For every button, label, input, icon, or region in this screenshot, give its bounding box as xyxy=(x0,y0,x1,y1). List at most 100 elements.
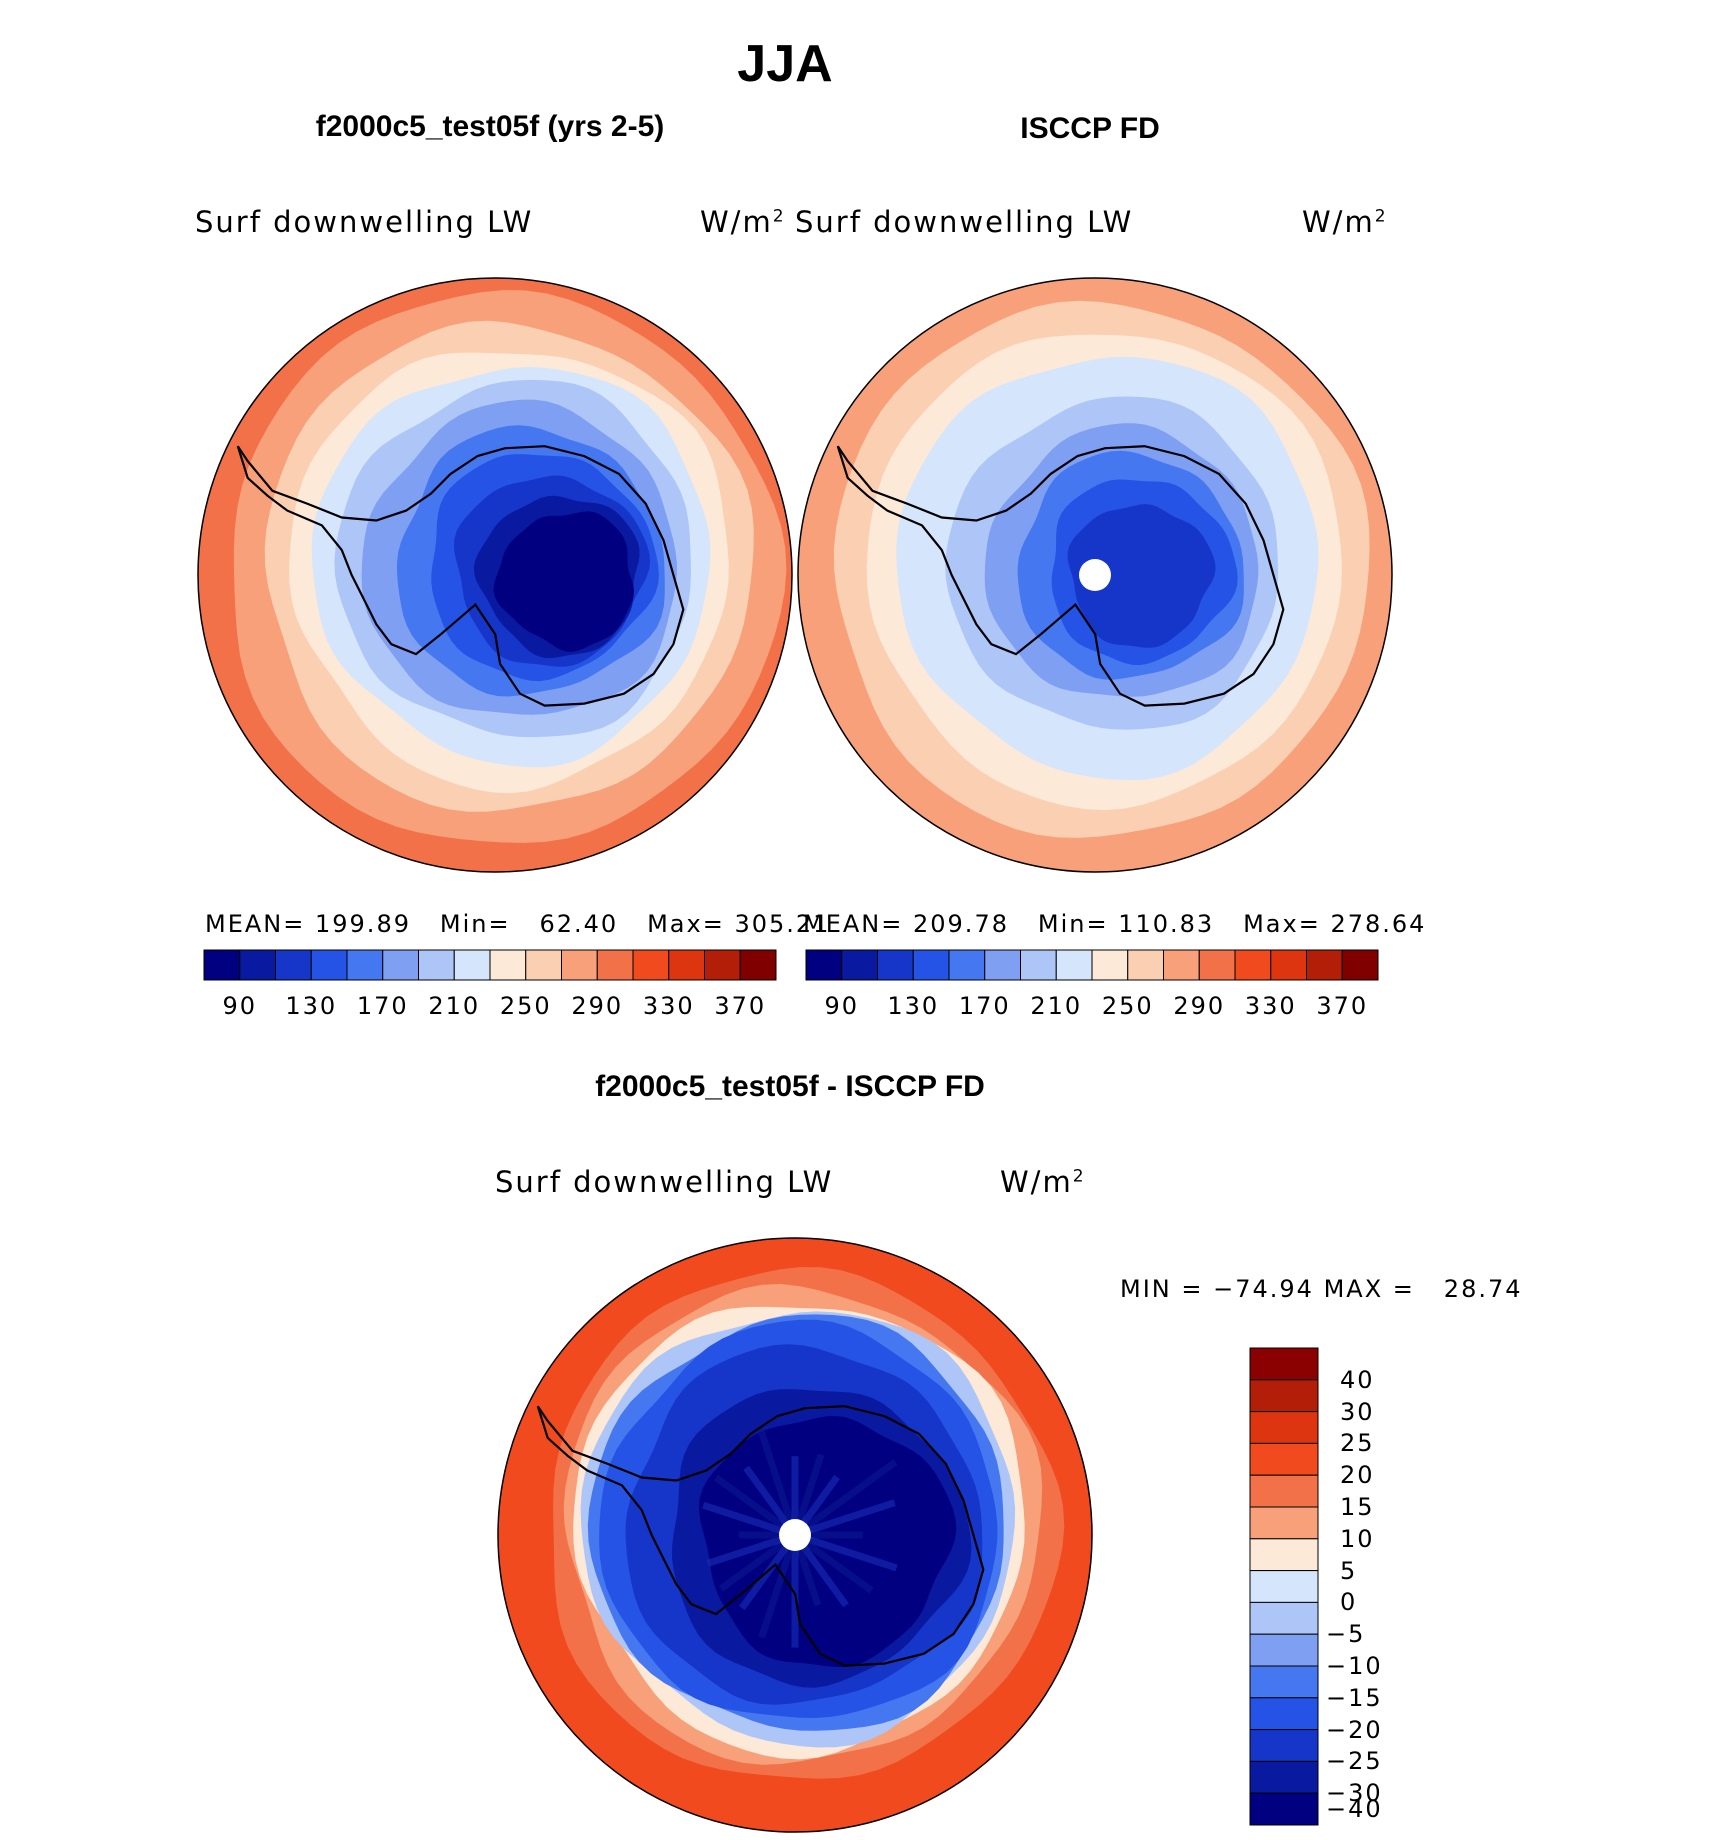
colorbar-tick-label: −10 xyxy=(1326,1652,1383,1680)
colorbar-tick-label: 90 xyxy=(222,992,258,1020)
colorbar-swatch xyxy=(1249,1697,1319,1731)
obs-mean-value: 209.78 xyxy=(913,910,1009,938)
colorbar-swatch xyxy=(1249,1729,1319,1762)
colorbar-swatch xyxy=(1249,1665,1319,1699)
contour-streak xyxy=(793,1499,896,1539)
colorbar-swatch xyxy=(948,949,986,981)
colorbar-swatch xyxy=(841,949,878,981)
colorbar-swatch xyxy=(668,949,705,981)
panel-obs-variable: Surf downwelling LW xyxy=(795,205,1134,239)
coastline xyxy=(536,1405,985,1667)
panel-obs-subtitle: ISCCP FD xyxy=(1020,112,1160,145)
colorbar-tick-label: 330 xyxy=(1244,992,1297,1020)
colorbar-swatch xyxy=(739,949,777,981)
colorbar-tick-label: 170 xyxy=(958,992,1011,1020)
colorbar-tick-label: 130 xyxy=(887,992,940,1020)
colorbar-tick-label: 370 xyxy=(1316,992,1369,1020)
colorbar-swatch xyxy=(561,949,598,981)
colorbar-swatch xyxy=(1198,949,1236,981)
panel-obs-stats: MEAN= 209.78 Min= 110.83 Max= 278.64 xyxy=(803,910,1427,938)
colorbar-tick-label: 250 xyxy=(1101,992,1154,1020)
map-model-fill xyxy=(198,278,792,872)
colorbar-swatch xyxy=(203,949,241,981)
contour-streak xyxy=(756,1425,799,1537)
map-diff-border xyxy=(497,1237,1093,1833)
model-min-value: 62.40 xyxy=(539,910,619,938)
model-max-value: 305.21 xyxy=(734,910,831,938)
contour-streak xyxy=(713,1474,798,1538)
contour-band xyxy=(493,511,634,652)
colorbar-tick-label: 290 xyxy=(571,992,624,1020)
colorbar-swatch xyxy=(1249,1633,1319,1667)
colorbar-swatch xyxy=(984,949,1021,981)
colorbar-swatch xyxy=(453,949,491,981)
colorbar-tick-label: −20 xyxy=(1326,1715,1383,1744)
panel-model-variable: Surf downwelling LW xyxy=(195,205,534,239)
coastline xyxy=(836,445,1285,707)
colorbar-tick-label: 130 xyxy=(285,992,338,1020)
colorbar-swatch xyxy=(346,949,384,981)
diff-min-value: −74.94 xyxy=(1213,1275,1314,1303)
contour-streak xyxy=(792,1459,898,1538)
colorbar-swatch xyxy=(1249,1570,1319,1603)
colorbar-swatch xyxy=(489,949,527,981)
colorbar-swatch xyxy=(1020,949,1057,981)
colorbar-swatch xyxy=(1091,949,1129,981)
colorbar-swatch xyxy=(1249,1474,1319,1508)
main-title: JJA xyxy=(737,35,833,93)
colorbar-model xyxy=(203,949,777,981)
obs-max-value: 278.64 xyxy=(1330,910,1427,938)
colorbar-swatch xyxy=(1249,1601,1319,1635)
colorbar-swatch xyxy=(310,949,348,981)
colorbar-tick-label: 90 xyxy=(824,992,860,1020)
model-mean-value: 199.89 xyxy=(315,910,411,938)
colorbar-diff xyxy=(1249,1347,1319,1826)
panel-diff-subtitle: f2000c5_test05f - ISCCP FD xyxy=(595,1070,985,1103)
panel-diff-stats: MIN = −74.94 MAX = 28.74 xyxy=(1120,1275,1523,1303)
colorbar-swatch xyxy=(1306,949,1343,981)
colorbar-swatch xyxy=(1249,1442,1319,1476)
panel-diff-units: W/m2 xyxy=(1000,1165,1086,1199)
map-diff-fill xyxy=(498,1238,1092,1832)
colorbar-swatch xyxy=(1249,1411,1319,1444)
colorbar-swatch xyxy=(1249,1538,1319,1572)
coastline xyxy=(236,445,685,707)
obs-min-value: 110.83 xyxy=(1118,910,1215,938)
missing-data-pole xyxy=(1079,559,1111,591)
map-obs xyxy=(797,277,1393,873)
colorbar-tick-label: 250 xyxy=(499,992,552,1020)
colorbar-tick-label: 370 xyxy=(714,992,767,1020)
colorbar-swatch xyxy=(525,949,562,981)
colorbar-swatch xyxy=(1249,1760,1319,1794)
colorbar-swatch xyxy=(1249,1379,1319,1413)
colorbar-tick-label: 10 xyxy=(1340,1524,1375,1553)
colorbar-tick-label: 15 xyxy=(1340,1493,1375,1521)
map-model xyxy=(197,277,793,873)
contour-band xyxy=(1067,504,1216,648)
colorbar-tick-label: 5 xyxy=(1340,1556,1358,1585)
colorbar-tick-label: −30 xyxy=(1326,1779,1383,1808)
panel-diff-variable: Surf downwelling LW xyxy=(495,1165,834,1199)
colorbar-swatch xyxy=(1163,949,1200,981)
colorbar-swatch xyxy=(382,949,419,981)
panel-obs-units: W/m2 xyxy=(1302,205,1388,239)
colorbar-swatch xyxy=(1055,949,1093,981)
map-obs-border xyxy=(797,277,1393,873)
contour-band xyxy=(698,1415,957,1667)
colorbar-tick-label: 170 xyxy=(356,992,409,1020)
map-model-border xyxy=(197,277,793,873)
colorbar-tick-label: −15 xyxy=(1326,1683,1383,1712)
colorbar-swatch xyxy=(1341,949,1379,981)
panel-model-subtitle: f2000c5_test05f (yrs 2-5) xyxy=(315,110,665,143)
colorbar-tick-label: −5 xyxy=(1326,1620,1366,1649)
colorbar-tick-label: 210 xyxy=(1030,992,1083,1020)
colorbar-tick-label: 40 xyxy=(1340,1365,1375,1394)
colorbar-tick-label: 25 xyxy=(1340,1429,1375,1458)
colorbar-swatch xyxy=(1270,949,1307,981)
colorbar-tick-label: −40 xyxy=(1326,1795,1383,1824)
colorbar-tick-label: −25 xyxy=(1326,1747,1383,1776)
colorbar-tick-label: 0 xyxy=(1340,1588,1358,1617)
colorbar-swatch xyxy=(239,949,276,981)
colorbar-tick-label: 290 xyxy=(1173,992,1226,1020)
colorbar-swatch xyxy=(1234,949,1272,981)
